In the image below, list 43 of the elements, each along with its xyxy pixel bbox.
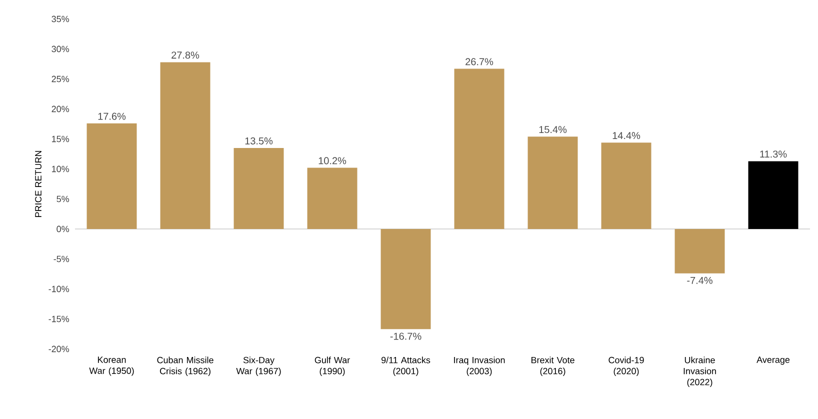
x-tick-label: 9/11 Attacks (2001) [382,356,430,376]
data-label: 15.4% [539,126,567,134]
y-tick-label: -15% [48,316,70,322]
y-tick-label: 15% [52,136,70,142]
x-tick-label: Gulf War (1990) [314,356,350,376]
y-tick-label: -20% [48,346,70,352]
bar [86,123,137,229]
bar [528,136,578,229]
x-tick-label: Iraq Invasion (2003) [454,356,505,376]
bar [601,142,652,229]
y-tick-label: 10% [52,166,70,172]
bar [748,161,798,229]
bar [160,62,210,229]
data-label: -7.4% [687,276,712,284]
y-tick-label: 30% [52,46,70,52]
bar [674,228,725,274]
y-tick-label: 20% [52,106,70,112]
bar [307,168,358,229]
bar [380,228,431,330]
data-label: 17.6% [98,112,126,120]
bar [234,148,284,229]
data-label: 27.8% [172,52,200,59]
x-tick-label: Covid-19 (2020) [608,356,644,376]
y-tick-label: -10% [48,286,70,292]
data-label: 11.3% [760,150,787,158]
data-label: 26.7% [466,58,494,66]
data-label: 13.5% [245,137,273,144]
x-tick-label: Six-Day War (1967) [236,356,281,376]
bar [454,68,504,229]
x-tick-label: Korean War (1950) [89,356,134,376]
x-tick-label: Brexit Vote (2016) [531,356,574,376]
y-axis-title: PRICE RETURN [35,150,42,218]
x-tick-label: Ukraine Invasion (2022) [684,356,716,388]
data-label: 14.4% [612,132,640,140]
y-tick-label: 5% [56,196,70,202]
x-tick-label: Average [756,356,790,365]
y-tick-label: 25% [52,76,70,82]
data-label: -16.7% [390,332,422,340]
y-tick-label: 0% [56,226,70,232]
x-tick-label: Cuban Missile Crisis (1962) [157,356,214,376]
y-tick-label: -5% [54,256,70,262]
data-label: 10.2% [318,157,346,164]
y-tick-label: 35% [52,16,70,22]
